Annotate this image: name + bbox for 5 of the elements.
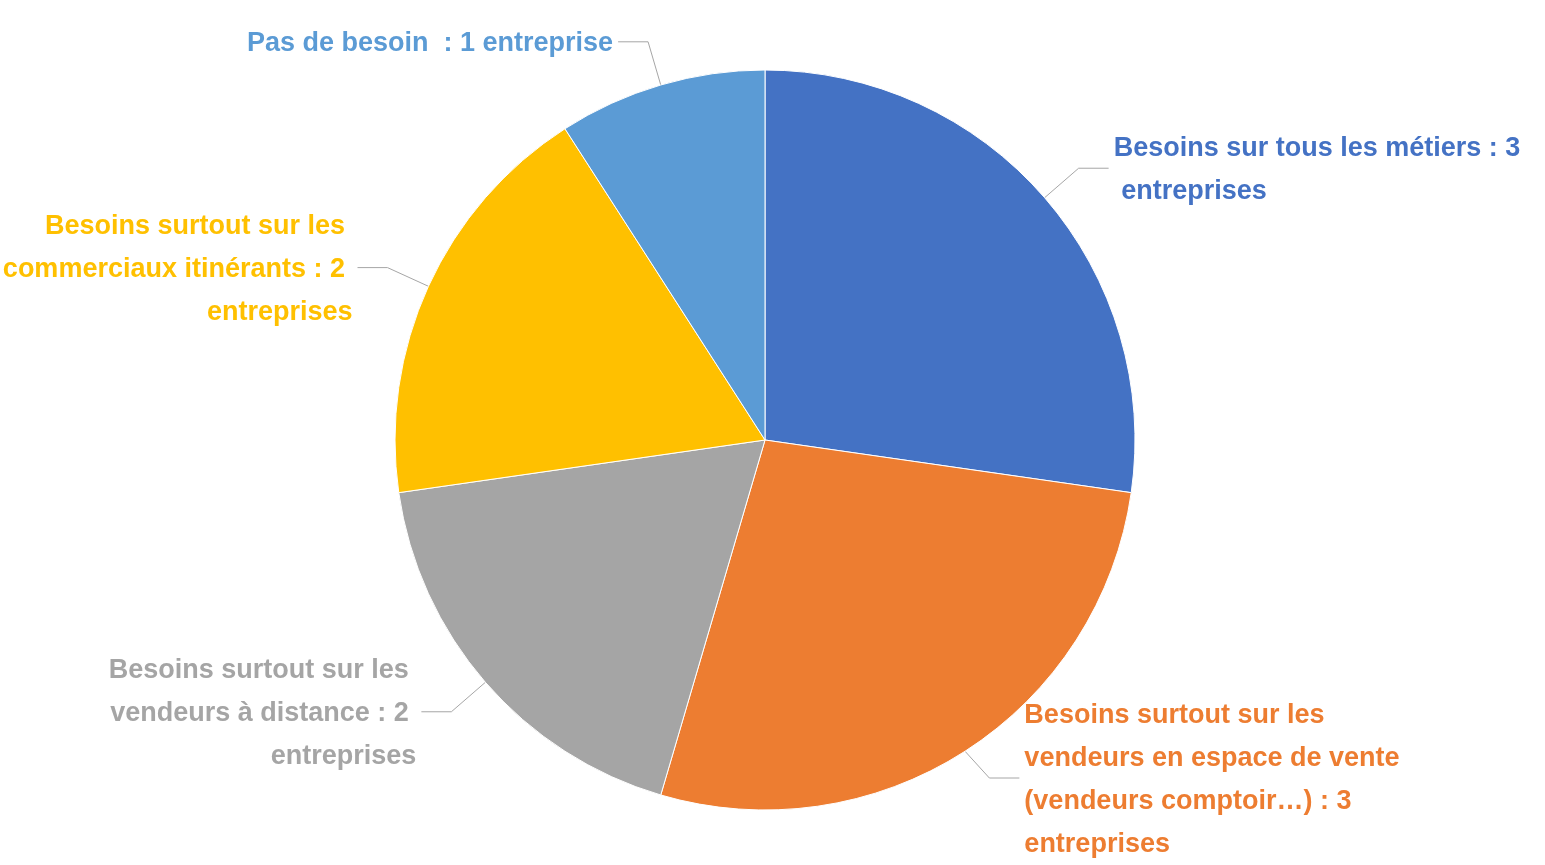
slice-label: Pas de besoin : 1 entreprise (246, 26, 614, 57)
slice-label: Besoins sur tous les métiers : 3 entreprises (1113, 131, 1521, 205)
slice-label: Besoins surtout sur les vendeurs à distance : 2 entreprises (108, 653, 417, 770)
slice-label: Besoins surtout sur les commerciaux itinérants : 2 entreprises (2, 209, 353, 326)
slice-label: Besoins surtout sur les vendeurs en espace de vente (vendeurs comptoir…) : 3 entreprises (1024, 698, 1408, 858)
